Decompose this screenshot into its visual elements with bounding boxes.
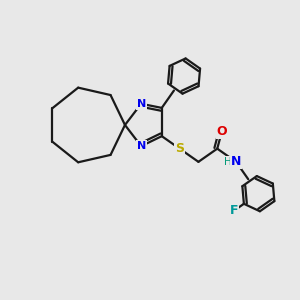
Text: H: H: [224, 157, 232, 167]
Text: S: S: [175, 142, 184, 155]
Text: N: N: [231, 155, 241, 168]
Text: F: F: [230, 204, 238, 218]
Text: N: N: [136, 141, 146, 151]
Text: O: O: [217, 125, 227, 138]
Text: N: N: [136, 99, 146, 109]
